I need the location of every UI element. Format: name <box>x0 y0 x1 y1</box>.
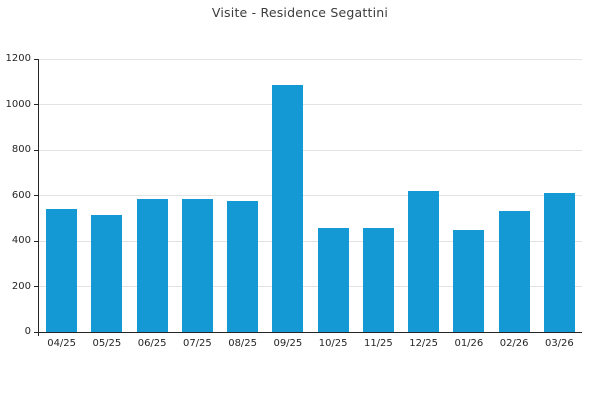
gridline <box>39 240 582 242</box>
chart-title: Visite - Residence Segattini <box>211 5 389 20</box>
bar-11/25 <box>362 228 394 332</box>
bar-09/25 <box>272 85 304 332</box>
x-tick-label: 08/25 <box>228 338 258 349</box>
y-axis-tick <box>34 58 38 60</box>
y-tick-label: 400 <box>11 235 31 246</box>
x-tick-label: 02/26 <box>499 338 529 349</box>
bar-02/26 <box>498 211 530 332</box>
bar-07/25 <box>181 199 213 332</box>
gridline <box>39 149 582 151</box>
bar-06/25 <box>136 199 168 332</box>
bar-04/25 <box>46 209 78 332</box>
bar-12/25 <box>408 191 440 332</box>
gridline <box>39 195 582 196</box>
bar-05/25 <box>91 215 123 332</box>
x-tick-label: 10/25 <box>318 338 348 349</box>
y-tick-label: 1200 <box>5 53 31 64</box>
y-tick-label: 1000 <box>5 98 31 110</box>
y-axis-tick <box>34 331 38 333</box>
y-tick-label: 600 <box>11 189 31 201</box>
y-axis-line <box>38 59 39 336</box>
gridline <box>39 104 582 105</box>
x-tick-label: 09/25 <box>273 338 303 349</box>
y-axis-tick <box>34 195 38 196</box>
y-axis-tick <box>34 240 38 242</box>
x-tick-label: 11/25 <box>363 338 393 349</box>
gridline <box>39 58 582 60</box>
x-tick-label: 03/26 <box>544 338 574 349</box>
x-tick-label: 04/25 <box>47 338 77 349</box>
y-axis-tick <box>34 104 38 105</box>
plot-area: 0 200 400 600 800 1000 1200 04/25 05/25 06/25 07/… <box>6 54 582 349</box>
x-axis-line <box>38 332 582 333</box>
x-tick-label: 05/25 <box>92 338 122 349</box>
bar-01/26 <box>453 230 485 332</box>
x-tick-label: 12/25 <box>409 338 439 349</box>
y-axis-tick <box>34 286 38 287</box>
bar-08/25 <box>227 201 259 332</box>
y-tick-label: 200 <box>11 280 31 292</box>
gridline <box>39 286 582 287</box>
bar-10/25 <box>317 228 349 332</box>
x-tick-label: 06/25 <box>137 338 167 349</box>
x-tick-label: 01/26 <box>454 338 484 349</box>
bar-03/26 <box>543 193 575 332</box>
y-tick-label: 0 <box>24 326 31 337</box>
y-tick-label: 800 <box>11 144 31 155</box>
y-axis-tick <box>34 149 38 151</box>
x-tick-label: 07/25 <box>182 338 212 349</box>
